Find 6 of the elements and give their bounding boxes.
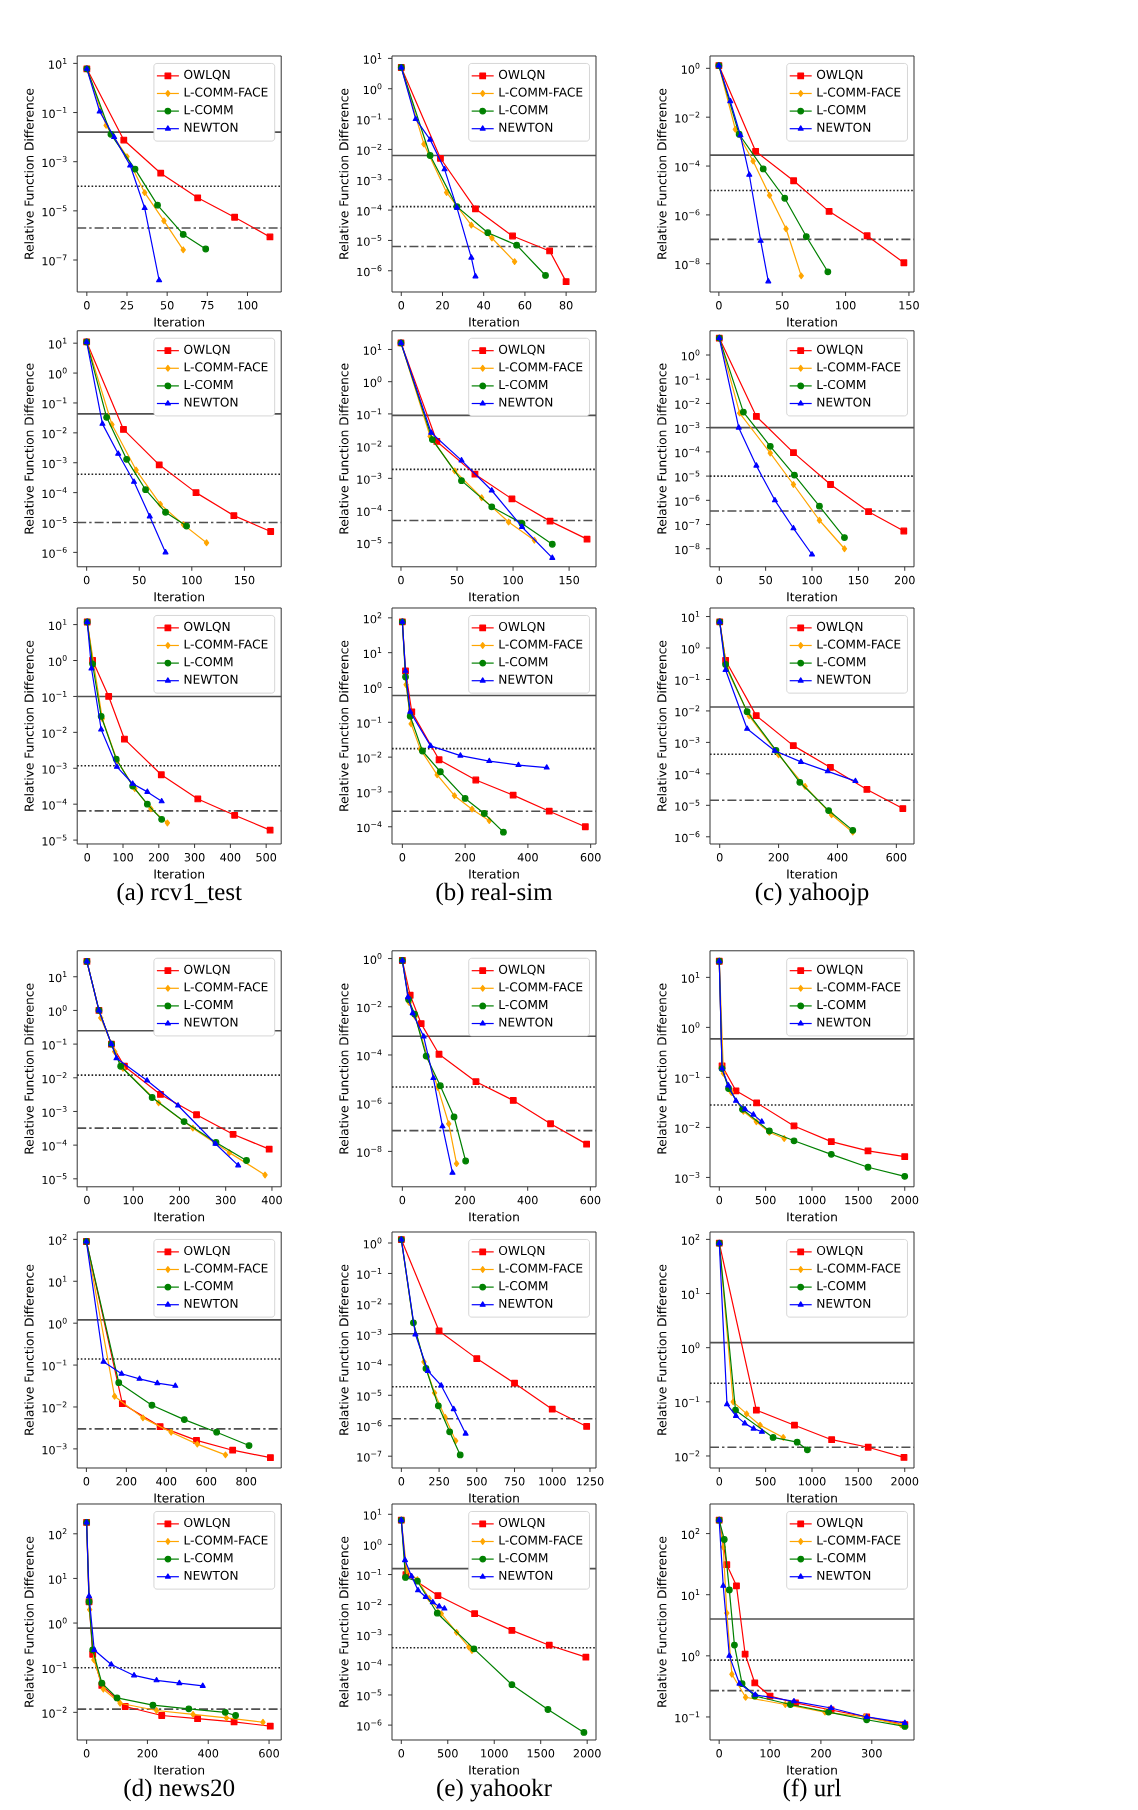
text: (a) rcv1_test [117, 882, 242, 906]
text: (d) news20 [124, 1778, 235, 1802]
text: (f) url [783, 1778, 841, 1802]
text: (c) yahoojp [755, 882, 869, 906]
text: (b) real-sim [436, 882, 553, 906]
text: (e) yahookr [437, 1778, 552, 1802]
